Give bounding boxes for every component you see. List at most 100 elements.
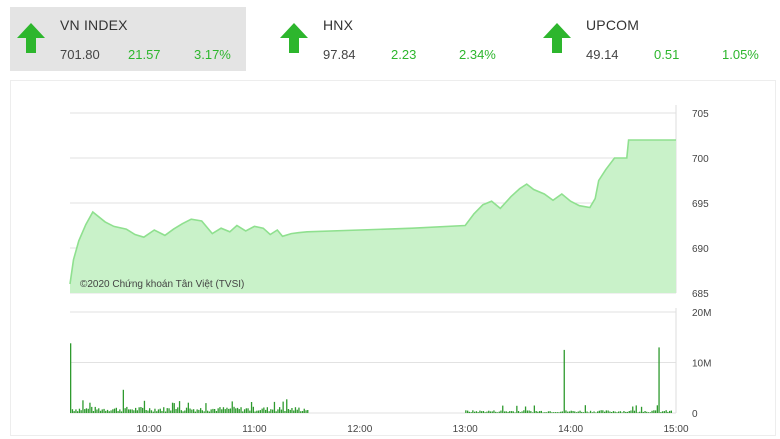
volume-bar <box>528 410 530 413</box>
volume-bar <box>467 410 469 413</box>
volume-bar <box>654 410 657 413</box>
volume-bar <box>549 411 551 413</box>
volume-bar <box>472 410 474 413</box>
volume-bar <box>474 411 476 413</box>
volume-bar <box>558 412 560 413</box>
volume-bar <box>512 411 514 413</box>
volume-bar <box>136 410 138 413</box>
volume-bar <box>252 406 254 413</box>
volume-bar <box>75 409 77 413</box>
volume-bar <box>612 411 615 413</box>
ticker-change: 21.57 <box>128 47 161 62</box>
volume-bar <box>479 410 481 413</box>
ticker-vn-index[interactable]: VN INDEX 701.80 21.57 3.17% <box>10 7 246 71</box>
volume-bar <box>287 409 290 413</box>
chart-credit: ©2020 Chứng khoán Tân Việt (TVSI) <box>80 279 244 290</box>
volume-bar <box>560 411 562 413</box>
volume-bar <box>203 411 205 413</box>
volume-bar <box>256 410 258 413</box>
volume-bar <box>507 411 509 413</box>
ticker-price: 97.84 <box>323 47 356 62</box>
volume-bar <box>208 411 211 413</box>
volume-bar <box>161 411 163 413</box>
volume-bar <box>240 407 242 413</box>
volume-bar <box>300 411 302 413</box>
volume-bar <box>217 408 219 413</box>
volume-bar <box>77 411 79 413</box>
ticker-name: VN INDEX <box>60 17 128 33</box>
volume-bar <box>489 411 492 413</box>
volume-bar <box>535 411 537 413</box>
volume-bar <box>539 411 541 413</box>
volume-bar <box>85 408 88 413</box>
volume-bar <box>89 402 91 413</box>
price-tick-label: 700 <box>692 154 709 165</box>
volume-bar <box>70 343 72 413</box>
volume-bar <box>575 412 578 413</box>
volume-bar <box>185 407 188 413</box>
volume-bar <box>523 410 525 413</box>
volume-bar <box>229 408 232 413</box>
volume-bar <box>574 411 576 413</box>
volume-bar <box>117 411 119 413</box>
volume-bar <box>607 410 609 413</box>
ticker-upcom[interactable]: UPCOM 49.14 0.51 1.05% <box>536 7 772 71</box>
volume-bar <box>194 411 196 413</box>
price-area <box>70 140 676 293</box>
volume-bar <box>273 401 276 413</box>
ticker-percent: 3.17% <box>194 47 231 62</box>
volume-bar <box>633 410 636 413</box>
volume-bar <box>266 407 268 413</box>
volume-bar <box>268 411 270 413</box>
volume-bar <box>602 410 604 413</box>
volume-bar <box>224 409 226 413</box>
time-tick-label: 15:00 <box>663 424 688 435</box>
volume-bar <box>524 406 527 413</box>
volume-bar <box>593 411 595 413</box>
volume-bar <box>661 411 664 413</box>
volume-bar <box>150 410 153 413</box>
ticker-percent: 2.34% <box>459 47 496 62</box>
volume-bar <box>257 410 260 413</box>
volume-bar <box>553 412 555 413</box>
volume-bar <box>182 411 184 413</box>
volume-bar <box>561 411 564 413</box>
volume-bar <box>78 408 81 413</box>
volume-bar <box>193 409 195 413</box>
volume-bar <box>656 405 658 413</box>
volume-bar <box>198 409 200 413</box>
volume-bar <box>235 408 237 413</box>
volume-bar <box>261 408 263 413</box>
ticker-hnx[interactable]: HNX 97.84 2.23 2.34% <box>273 7 509 71</box>
volume-bar <box>530 411 532 413</box>
volume-bar <box>665 410 667 413</box>
volume-bar <box>503 411 506 413</box>
volume-bar <box>291 408 293 413</box>
volume-bar <box>495 411 497 413</box>
volume-bar <box>303 408 305 413</box>
volume-bar <box>532 412 534 413</box>
volume-bar <box>505 411 507 413</box>
volume-bar <box>611 412 613 413</box>
ticker-percent: 1.05% <box>722 47 759 62</box>
volume-bar <box>598 410 600 413</box>
price-axis-ticks: 705 700 695 690 685 <box>692 109 709 300</box>
volume-bar <box>143 400 146 413</box>
volume-bar <box>669 410 671 413</box>
volume-bar <box>667 411 669 413</box>
volume-bar <box>600 410 602 413</box>
volume-bar <box>619 411 622 413</box>
volume-bar <box>128 409 130 413</box>
volume-bar <box>207 410 209 413</box>
volume-bar <box>210 409 212 413</box>
volume-bar <box>187 402 189 413</box>
volume-bar <box>178 401 181 413</box>
volume-bar <box>651 410 653 413</box>
volume-bar <box>99 410 102 413</box>
volume-bar <box>567 411 569 413</box>
volume-bar <box>108 411 110 413</box>
volume-bar <box>259 410 261 413</box>
price-tick-label: 690 <box>692 244 709 255</box>
volume-bar <box>159 408 161 413</box>
volume-bar <box>115 407 117 413</box>
